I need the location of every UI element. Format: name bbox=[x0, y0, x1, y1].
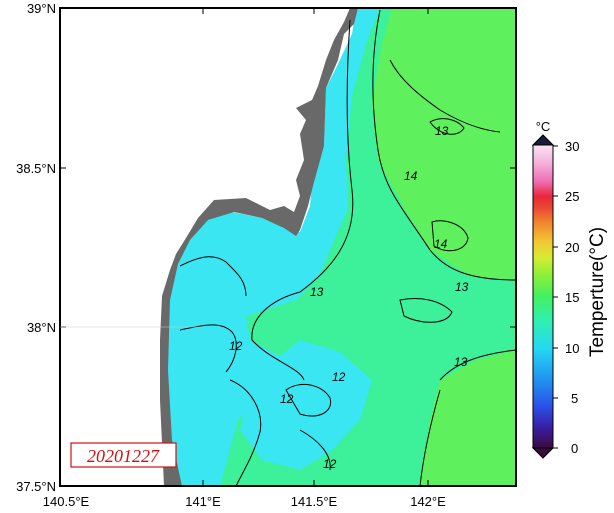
lat-label: 38.5°N bbox=[16, 161, 56, 176]
date-stamp-box bbox=[70, 442, 177, 468]
warm-water-north bbox=[372, 8, 516, 280]
colorbar-gradient bbox=[532, 144, 554, 449]
colorbar-tick-label: 20 bbox=[565, 240, 579, 255]
map-frame bbox=[59, 7, 517, 487]
colorbar-unit: °C bbox=[536, 119, 551, 134]
lat-label: 38°N bbox=[27, 320, 56, 335]
warm-water-south bbox=[420, 350, 516, 486]
colorbar-title: Temperture(°C) bbox=[587, 227, 608, 357]
contour-label: 12 bbox=[229, 339, 243, 353]
colorbar-tick-label: 0 bbox=[571, 441, 578, 456]
lon-label: 141°E bbox=[185, 494, 221, 509]
contour-label: 12 bbox=[332, 370, 346, 384]
contour-label: 12 bbox=[280, 392, 294, 406]
lon-label: 142°E bbox=[410, 494, 446, 509]
colorbar: °C 30 25 20 15 10 5 0 Temperture(°C) bbox=[531, 119, 608, 459]
contour-label: 13 bbox=[454, 355, 468, 369]
longitude-labels: 140.5°E 141°E 141.5°E 142°E bbox=[43, 494, 446, 509]
colorbar-top-arrow bbox=[531, 134, 555, 146]
colorbar-tick-label: 10 bbox=[565, 341, 579, 356]
contour-label: 14 bbox=[404, 169, 418, 183]
cyan-water-south bbox=[240, 340, 372, 470]
colorbar-tick-label: 5 bbox=[571, 391, 578, 406]
contour-label-group: 13 13 14 14 13 12 12 12 12 13 bbox=[229, 124, 469, 471]
colorbar-ticks bbox=[553, 145, 558, 449]
lat-label: 39°N bbox=[27, 1, 56, 16]
lat-label: 37.5°N bbox=[16, 479, 56, 494]
date-stamp: 20201227 bbox=[87, 446, 160, 466]
contour-label: 13 bbox=[310, 285, 324, 299]
contour-label: 13 bbox=[435, 124, 449, 138]
contour-label: 13 bbox=[455, 280, 469, 294]
colorbar-tick-label: 15 bbox=[565, 290, 579, 305]
latitude-labels: 39°N 38.5°N 38°N 37.5°N bbox=[16, 1, 56, 494]
colorbar-tick-label: 25 bbox=[565, 189, 579, 204]
contour-lines bbox=[179, 9, 516, 486]
contour-label: 12 bbox=[323, 457, 337, 471]
lon-label: 140.5°E bbox=[43, 494, 90, 509]
no-data-area bbox=[60, 8, 350, 486]
colorbar-bottom-arrow bbox=[531, 447, 555, 459]
contour-label: 14 bbox=[434, 237, 448, 251]
colorbar-tick-label: 30 bbox=[565, 139, 579, 154]
map-panel: 20201227 bbox=[60, 8, 516, 486]
lon-label: 141.5°E bbox=[291, 494, 338, 509]
frame-ticks bbox=[60, 8, 516, 486]
